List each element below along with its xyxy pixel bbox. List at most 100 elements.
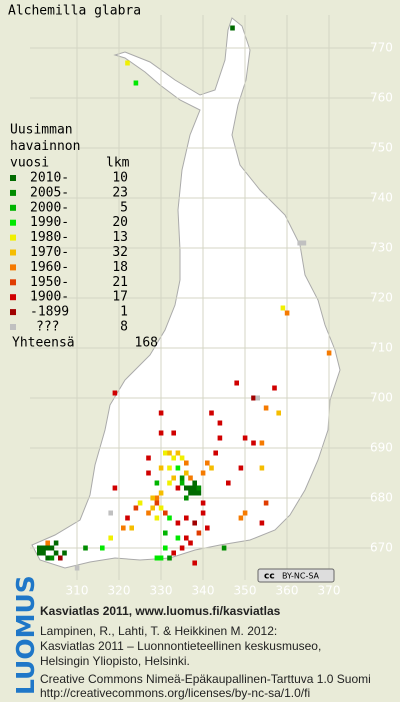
legend-count: 20 (112, 215, 128, 230)
observation-square (167, 450, 172, 456)
legend-label: 1960- (30, 260, 69, 275)
observation-square (179, 475, 185, 481)
observation-square (200, 500, 206, 506)
total-label: Yhteensä (12, 336, 75, 351)
count-header: lkm (106, 156, 130, 171)
observation-square (41, 545, 46, 551)
observation-square (200, 510, 206, 516)
legend-label: ??? (36, 320, 59, 335)
observation-square (171, 475, 176, 481)
observation-square (121, 525, 126, 531)
observation-square (158, 505, 164, 511)
observation-square (158, 555, 164, 561)
legend-label: 1950- (30, 275, 69, 290)
legend-swatch (10, 234, 16, 241)
observation-square (45, 545, 50, 551)
observation-square (175, 465, 181, 471)
observation-square (188, 490, 193, 496)
legend-count: 17 (112, 290, 128, 305)
observation-square (45, 540, 50, 546)
observation-square (251, 395, 256, 401)
y-tick-label: 740 (370, 191, 393, 205)
observation-square (301, 240, 307, 246)
observation-square (184, 515, 189, 521)
observation-square (129, 525, 134, 531)
observation-square (209, 465, 214, 471)
observation-square (58, 555, 63, 561)
observation-square (175, 520, 181, 526)
legend-count: 8 (120, 320, 128, 335)
observation-square (171, 455, 176, 461)
observation-square (192, 520, 197, 526)
finland-outline (31, 17, 341, 569)
legend-count: 21 (112, 275, 128, 290)
footer-line: Creative Commons Nimeä-Epäkaupallinen-Ta… (40, 672, 371, 686)
observation-square (238, 515, 244, 521)
observation-square (259, 440, 265, 446)
observation-square (196, 490, 202, 496)
observation-square (154, 500, 160, 506)
observation-square (53, 550, 59, 556)
observation-square (217, 435, 223, 441)
observation-square (171, 430, 176, 436)
observation-square (184, 485, 189, 491)
observation-square (280, 305, 286, 311)
x-tick-label: 360 (276, 584, 299, 598)
x-tick-label: 310 (66, 584, 89, 598)
observation-square (272, 385, 277, 391)
observation-square (242, 435, 248, 441)
observation-square (83, 545, 88, 551)
legend-count: 23 (112, 185, 128, 200)
x-tick-label: 370 (318, 584, 341, 598)
legend-title: vuosi (10, 156, 49, 171)
observation-square (112, 390, 118, 396)
y-tick-label: 690 (370, 441, 393, 455)
observation-square (62, 550, 67, 556)
legend-count: 32 (112, 245, 128, 260)
observation-square (276, 410, 281, 416)
observation-square (251, 440, 256, 446)
observation-square (192, 485, 197, 491)
legend-title: Uusimman (10, 123, 73, 138)
observation-square (163, 450, 168, 456)
legend-swatch (10, 175, 16, 181)
observation-square (259, 520, 265, 526)
observation-square (163, 545, 168, 551)
observation-square (217, 420, 223, 426)
legend-swatch (10, 324, 16, 330)
legend-label: -1899 (30, 305, 69, 320)
observation-square (49, 555, 55, 561)
y-tick-label: 760 (370, 91, 393, 105)
observation-square (230, 25, 235, 31)
observation-square (192, 480, 197, 486)
observation-square (167, 465, 172, 471)
y-tick-label: 750 (370, 141, 393, 155)
observation-square (150, 495, 155, 501)
observation-square (175, 485, 181, 491)
observation-square (234, 380, 239, 386)
observation-square (154, 495, 160, 501)
observation-square (179, 480, 185, 486)
legend-label: 1980- (30, 230, 69, 245)
observation-square (200, 470, 206, 476)
legend-count: 1 (120, 305, 128, 320)
legend-label: 2005- (30, 185, 69, 200)
observation-square (184, 535, 189, 541)
observation-square (74, 565, 80, 571)
legend-swatch (10, 264, 16, 271)
legend-swatch (10, 219, 16, 226)
observation-square (196, 485, 202, 491)
observation-square (205, 525, 210, 531)
license-badge (257, 568, 335, 583)
observation-square (154, 555, 160, 561)
observation-square (45, 555, 50, 561)
observation-square (146, 470, 151, 476)
observation-square (53, 540, 59, 546)
legend-label: 2010- (30, 171, 69, 186)
observation-square (188, 540, 193, 546)
observation-square (242, 510, 248, 516)
logo: LUOMUS (11, 575, 40, 695)
observation-square (179, 455, 185, 461)
observation-square (226, 480, 231, 486)
